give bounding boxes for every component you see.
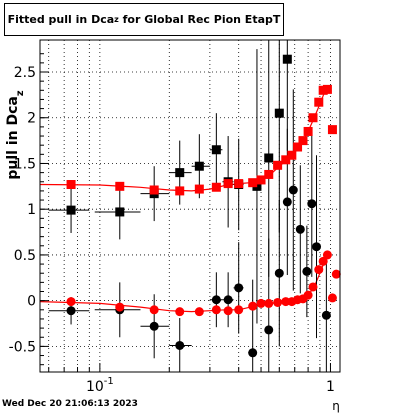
data-point-circle [282, 197, 292, 207]
data-point-circle [149, 321, 159, 331]
data-point-circle [321, 310, 331, 320]
x-axis-label: η [332, 399, 340, 413]
data-point-circle [175, 307, 185, 317]
data-point-square [248, 178, 258, 188]
data-point-square [211, 182, 221, 192]
x-tick-label: 10-1 [86, 376, 114, 395]
data-point-circle [234, 305, 244, 315]
data-point-circle [331, 269, 341, 279]
data-point-square [322, 84, 332, 94]
data-markers [66, 54, 341, 358]
data-point-square [327, 125, 337, 135]
data-point-square [234, 179, 244, 189]
data-point-circle [175, 340, 185, 350]
data-point-circle [223, 306, 233, 316]
data-point-square [194, 161, 204, 171]
title-subscript: z [114, 15, 119, 24]
data-point-circle [288, 185, 298, 195]
data-point-square [149, 185, 159, 195]
y-axis-label: pull in Dcaz [5, 90, 26, 179]
y-tick-label: 0 [27, 294, 36, 310]
x-tick-label: 1 [326, 379, 335, 395]
grid-lines [40, 40, 340, 372]
data-point-square [264, 169, 274, 179]
data-point-square [273, 160, 283, 170]
data-point-square [308, 113, 318, 123]
data-point-square [115, 207, 125, 217]
data-point-circle [149, 305, 159, 315]
data-point-circle [66, 306, 76, 316]
data-point-circle [307, 199, 317, 209]
data-point-circle [274, 268, 284, 278]
data-point-square [287, 150, 297, 160]
data-point-square [194, 184, 204, 194]
data-point-square [223, 179, 233, 189]
data-point-circle [314, 265, 324, 275]
y-tick-label: 2 [27, 111, 36, 127]
plot-frame [39, 39, 341, 373]
y-tick-label: 1.5 [14, 156, 36, 172]
data-point-circle [211, 305, 221, 315]
timestamp: Wed Dec 20 21:06:13 2023 [2, 399, 138, 409]
data-point-circle [66, 297, 76, 307]
title-prefix: Fitted pull in Dca [7, 13, 115, 26]
y-tick-label: -0.5 [9, 339, 36, 355]
data-point-circle [248, 348, 258, 358]
chart-title: Fitted pull in Dca z for Global Rec Pion … [4, 3, 284, 36]
data-point-circle [302, 266, 312, 276]
data-point-circle [248, 301, 258, 311]
data-point-circle [322, 250, 332, 260]
y-tick-label: 0.5 [14, 248, 36, 264]
data-point-circle [234, 283, 244, 293]
data-point-square [211, 145, 221, 155]
data-point-square [281, 155, 291, 165]
data-point-circle [308, 282, 318, 292]
data-point-square [293, 142, 303, 152]
y-tick-label: 1 [27, 202, 36, 218]
data-point-square [115, 181, 125, 191]
data-point-square [264, 153, 274, 163]
y-tick-label: 2.5 [14, 65, 36, 81]
data-point-circle [194, 307, 204, 317]
data-point-circle [318, 256, 328, 266]
data-point-square [298, 136, 308, 146]
data-point-circle [303, 290, 313, 300]
data-point-circle [256, 298, 266, 308]
data-point-square [175, 186, 185, 196]
data-point-circle [273, 297, 283, 307]
data-point-square [175, 168, 185, 178]
data-point-circle [115, 302, 125, 312]
data-point-square [66, 205, 76, 215]
data-point-circle [264, 298, 274, 308]
title-suffix: for Global Rec Pion EtapT [118, 13, 281, 26]
data-point-square [256, 175, 266, 185]
data-point-circle [264, 325, 274, 335]
axes: -0.5 0 0.5 1 1.5 2 2.5 10-1 1 [9, 53, 335, 395]
data-point-square [303, 126, 313, 136]
data-point-circle [211, 295, 221, 305]
data-point-square [274, 108, 284, 118]
data-point-square [314, 97, 324, 107]
data-point-circle [312, 242, 322, 252]
data-point-circle [295, 224, 305, 234]
data-point-circle [327, 293, 337, 303]
data-point-circle [223, 295, 233, 305]
data-point-square [282, 54, 292, 64]
data-point-square [66, 180, 76, 190]
